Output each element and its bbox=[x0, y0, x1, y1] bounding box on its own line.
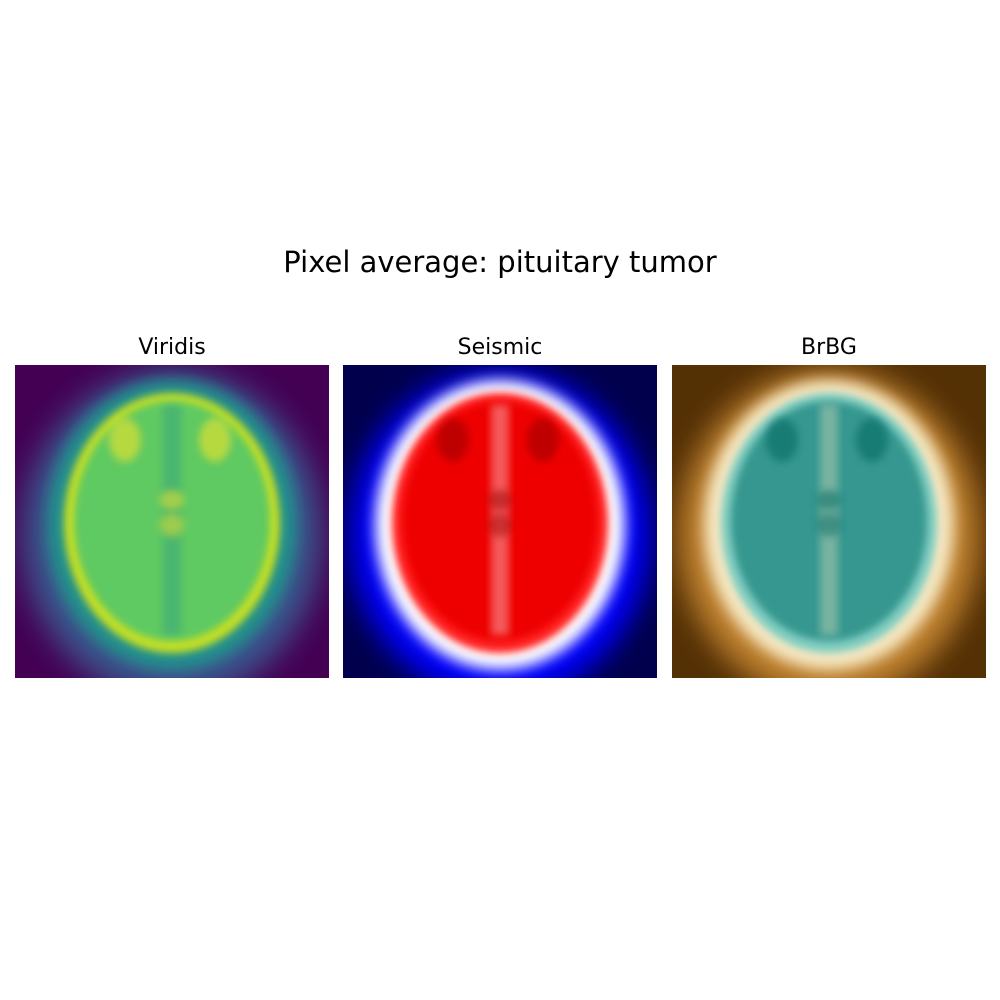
viridis-heatmap-image bbox=[15, 365, 329, 678]
viridis-head-svg bbox=[15, 365, 329, 678]
panel-title-brbg: BrBG bbox=[801, 335, 857, 360]
BrBG-head-svg bbox=[672, 365, 986, 678]
figure-title: Pixel average: pituitary tumor bbox=[283, 245, 717, 279]
right-ventricle-spot bbox=[199, 418, 231, 462]
pituitary-spot bbox=[817, 490, 841, 510]
left-ventricle-spot bbox=[766, 418, 798, 462]
pituitary-spot bbox=[488, 490, 512, 510]
panel-title-seismic: Seismic bbox=[457, 335, 543, 360]
central-spot bbox=[488, 513, 512, 537]
seismic-head-svg bbox=[343, 365, 657, 678]
central-spot bbox=[817, 513, 841, 537]
left-ventricle-spot bbox=[109, 418, 141, 462]
left-ventricle-spot bbox=[437, 418, 469, 462]
brbg-heatmap-image bbox=[672, 365, 986, 678]
seismic-heatmap-image bbox=[343, 365, 657, 678]
central-spot bbox=[160, 513, 184, 537]
right-ventricle-spot bbox=[856, 418, 888, 462]
right-ventricle-spot bbox=[527, 418, 559, 462]
pituitary-spot bbox=[160, 490, 184, 510]
panel-title-viridis: Viridis bbox=[138, 335, 206, 360]
